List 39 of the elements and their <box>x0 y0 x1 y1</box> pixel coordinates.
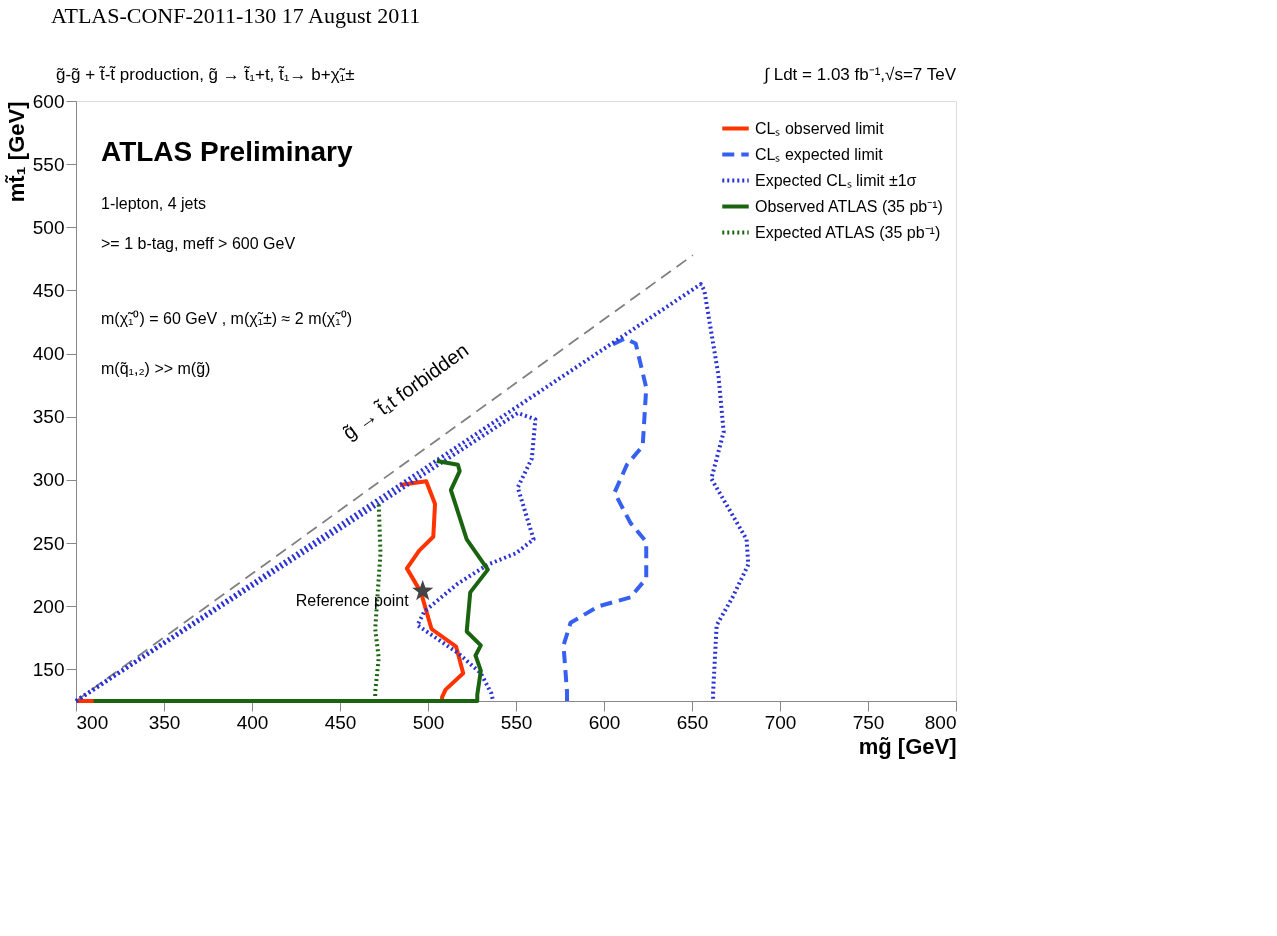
annotation: m(χ̃₁⁰) = 60 GeV , m(χ̃₁±) ≈ 2 m(χ̃₁⁰) <box>101 310 352 327</box>
x-tick-label: 500 <box>412 711 445 733</box>
x-tick-label: 400 <box>236 711 269 733</box>
legend-label: CLₛ expected limit <box>755 145 884 163</box>
y-tick-label: 500 <box>32 216 65 238</box>
y-tick-label: 450 <box>32 279 65 301</box>
x-tick-label: 800 <box>924 711 957 733</box>
annotation: 1-lepton, 4 jets <box>101 195 206 212</box>
y-tick-label: 400 <box>32 343 65 365</box>
y-axis-title: mt̃₁ [GeV] <box>3 101 29 203</box>
legend-label: CLₛ observed limit <box>755 119 885 137</box>
legend-label: Observed ATLAS (35 pb⁻¹) <box>755 197 943 215</box>
chart-subtitle: ∫ Ldt = 1.03 fb⁻¹,√s=7 TeV <box>763 65 957 84</box>
y-tick-label: 350 <box>32 406 65 428</box>
annotation: Reference point <box>295 592 410 610</box>
annotation: ATLAS Preliminary <box>101 136 353 167</box>
x-tick-label: 650 <box>676 711 709 733</box>
x-tick-label: 600 <box>588 711 621 733</box>
legend-label: Expected ATLAS (35 pb⁻¹) <box>755 223 941 241</box>
line-series <box>561 336 649 703</box>
y-tick-label: 200 <box>32 595 65 617</box>
x-tick-label: 300 <box>76 711 109 733</box>
x-tick-label: 700 <box>764 711 797 733</box>
y-tick-label: 300 <box>32 469 65 491</box>
text: ATLAS-CONF-2011-130 17 August 2011 <box>51 3 421 28</box>
x-tick-label: 750 <box>852 711 885 733</box>
line-series <box>91 459 490 703</box>
annotation: m(q̃₁,₂) >> m(g̃) <box>101 360 211 377</box>
x-tick-label: 550 <box>500 711 533 733</box>
x-tick-label: 350 <box>148 711 181 733</box>
y-tick-label: 550 <box>32 153 65 175</box>
chart-title: g̃-g̃ + t̃-t̃ production, g̃ → t̃₁+t, t̃₁→ b+χ̃₁± <box>56 64 355 84</box>
y-tick-label: 600 <box>32 90 65 112</box>
x-axis-title: mg̃ [GeV] <box>858 733 957 759</box>
legend-label: Expected CLₛ limit ±1σ <box>755 171 917 189</box>
x-tick-label: 450 <box>324 711 357 733</box>
y-tick-label: 150 <box>32 658 65 680</box>
annotation: >= 1 b-tag, meff > 600 GeV <box>101 235 296 252</box>
y-tick-label: 250 <box>32 532 65 554</box>
